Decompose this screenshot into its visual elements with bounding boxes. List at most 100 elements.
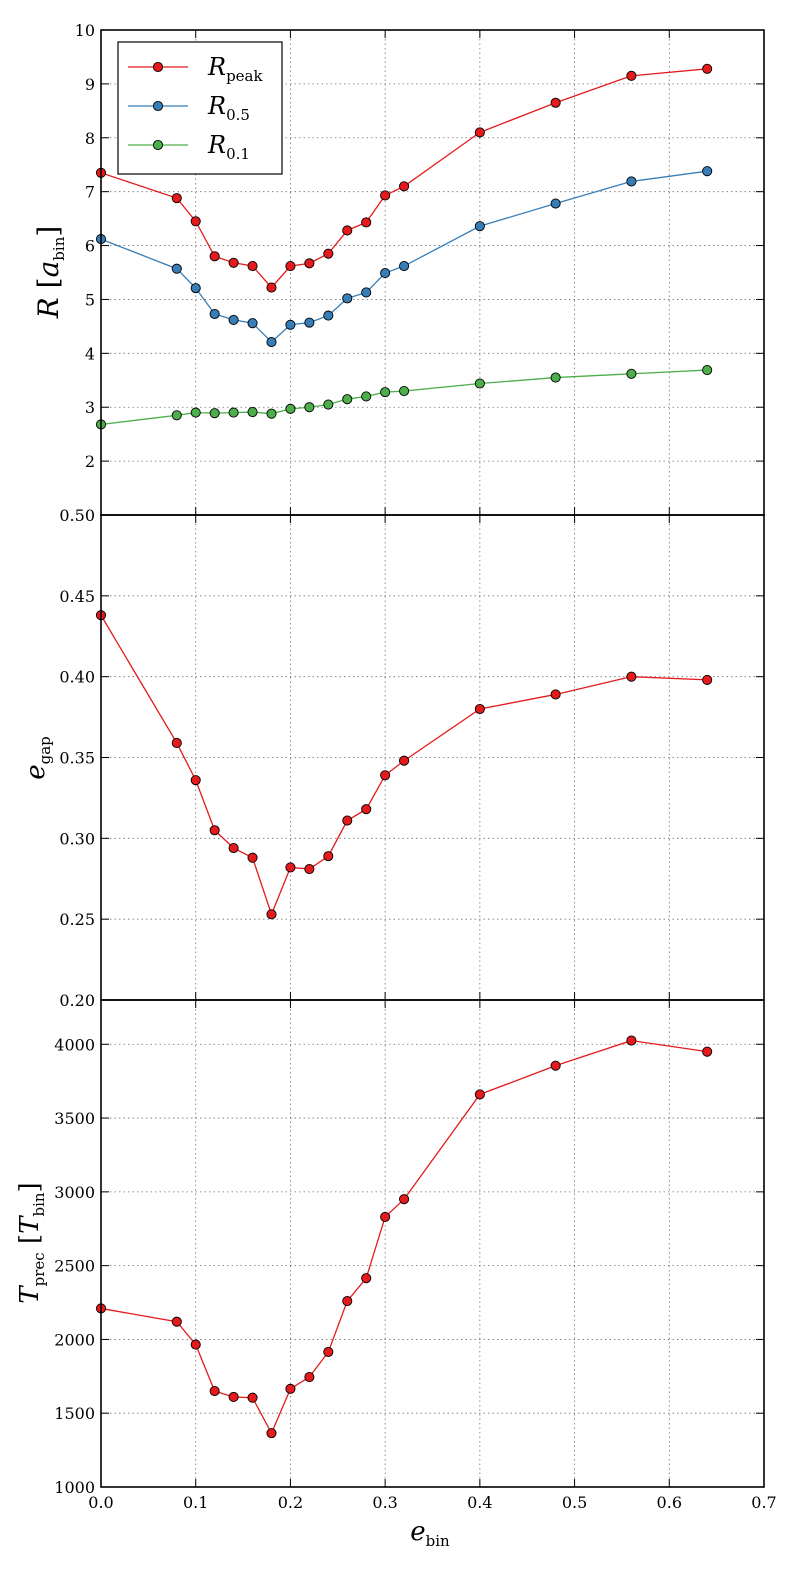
y-tick-label: 0.40 (59, 668, 95, 687)
x-tick-label: 0.3 (372, 1493, 397, 1512)
data-point (550, 97, 561, 108)
legend-label: R0.5 (207, 92, 250, 124)
data-point (171, 1316, 182, 1327)
data-point (361, 804, 372, 815)
data-point (304, 317, 315, 328)
data-point (304, 258, 315, 269)
x-tick-label: 0.7 (751, 1493, 776, 1512)
data-point (399, 755, 410, 766)
data-point (323, 1346, 334, 1358)
data-point (209, 308, 220, 320)
data-point (342, 1296, 353, 1307)
series-line (100, 614, 708, 917)
data-point (626, 1035, 637, 1046)
data-point (702, 166, 713, 177)
data-point (228, 842, 239, 854)
data-point (380, 770, 391, 781)
data-point (171, 263, 182, 274)
data-point (247, 1392, 258, 1403)
data-point (342, 815, 353, 826)
series-line (100, 1039, 708, 1435)
series-line (100, 68, 708, 289)
y-tick-label: 3500 (54, 1109, 95, 1128)
x-tick-label: 0.6 (657, 1493, 682, 1512)
data-point (266, 408, 277, 419)
data-point (171, 737, 182, 749)
legend-item-3: R0.1 (128, 131, 250, 163)
y-tick-label: 5 (85, 290, 95, 309)
data-point (626, 368, 637, 379)
data-point (247, 852, 258, 863)
data-point (209, 825, 220, 836)
legend-swatch-marker (152, 139, 164, 151)
series-line (100, 170, 708, 343)
series-2-1 (95, 610, 713, 920)
y-tick-label: 3000 (54, 1183, 95, 1202)
data-point (209, 1386, 220, 1397)
data-point (266, 282, 277, 293)
data-point (323, 248, 334, 259)
data-point (550, 372, 561, 383)
data-point (399, 1194, 410, 1205)
data-point (550, 198, 561, 209)
data-point (342, 293, 353, 304)
data-point (247, 318, 258, 329)
data-point (228, 1391, 239, 1403)
data-point (266, 336, 277, 348)
data-point (190, 1339, 201, 1350)
data-point (380, 1211, 391, 1222)
data-point (304, 402, 315, 413)
y-tick-label: 2000 (54, 1330, 95, 1349)
data-point (285, 1383, 296, 1394)
data-point (266, 1428, 277, 1439)
y-tick-label: 3 (85, 398, 95, 417)
data-point (702, 1046, 713, 1057)
series-1-1 (95, 63, 713, 293)
data-point (626, 176, 637, 187)
data-point (323, 851, 334, 862)
y-tick-label: 0.20 (59, 991, 95, 1010)
y-tick-label: 0.35 (59, 749, 95, 768)
data-point (342, 225, 353, 236)
data-point (702, 364, 713, 376)
data-point (626, 70, 637, 81)
y-tick-label: 10 (75, 21, 95, 40)
y-tick-label: 0.25 (59, 910, 95, 929)
data-point (399, 181, 410, 192)
legend-swatch-marker (152, 100, 164, 112)
x-tick-label: 0.1 (183, 1493, 208, 1512)
y-tick-label: 4 (85, 344, 95, 363)
data-point (361, 217, 372, 228)
data-point (171, 410, 182, 421)
data-point (361, 287, 372, 298)
data-point (228, 257, 239, 268)
data-point (266, 909, 277, 920)
data-point (380, 190, 391, 201)
y-tick-label: 0.30 (59, 829, 95, 848)
data-point (323, 310, 334, 321)
y-tick-label: 1000 (54, 1478, 95, 1497)
data-point (626, 671, 637, 682)
y-tick-label: 7 (85, 183, 95, 202)
y-tick-label: 2 (85, 452, 95, 471)
y-axis-label-3: Tprec [Tbin] (15, 1182, 48, 1303)
y-tick-label: 9 (85, 75, 95, 94)
y-tick-label: 2500 (54, 1257, 95, 1276)
y-axis-label-1: R [abin] (32, 226, 68, 320)
legend-box (117, 41, 283, 175)
x-axis-label: ebin (410, 1517, 450, 1550)
series-line (100, 369, 708, 426)
legend: Rpeak R0.5 R0.1 (117, 41, 283, 175)
legend-label: R0.1 (207, 131, 250, 163)
data-point (361, 1273, 372, 1284)
data-point (474, 378, 485, 389)
data-point (190, 775, 201, 786)
data-point (399, 386, 410, 397)
y-axis-label-2: egap (21, 736, 54, 780)
data-point (380, 267, 391, 279)
series-1-3 (95, 364, 713, 430)
data-point (285, 260, 296, 272)
panel-3: 4000 3500 3000 2500 2000 1500 1000 (54, 999, 765, 1497)
x-tick-label: 0.5 (562, 1493, 587, 1512)
